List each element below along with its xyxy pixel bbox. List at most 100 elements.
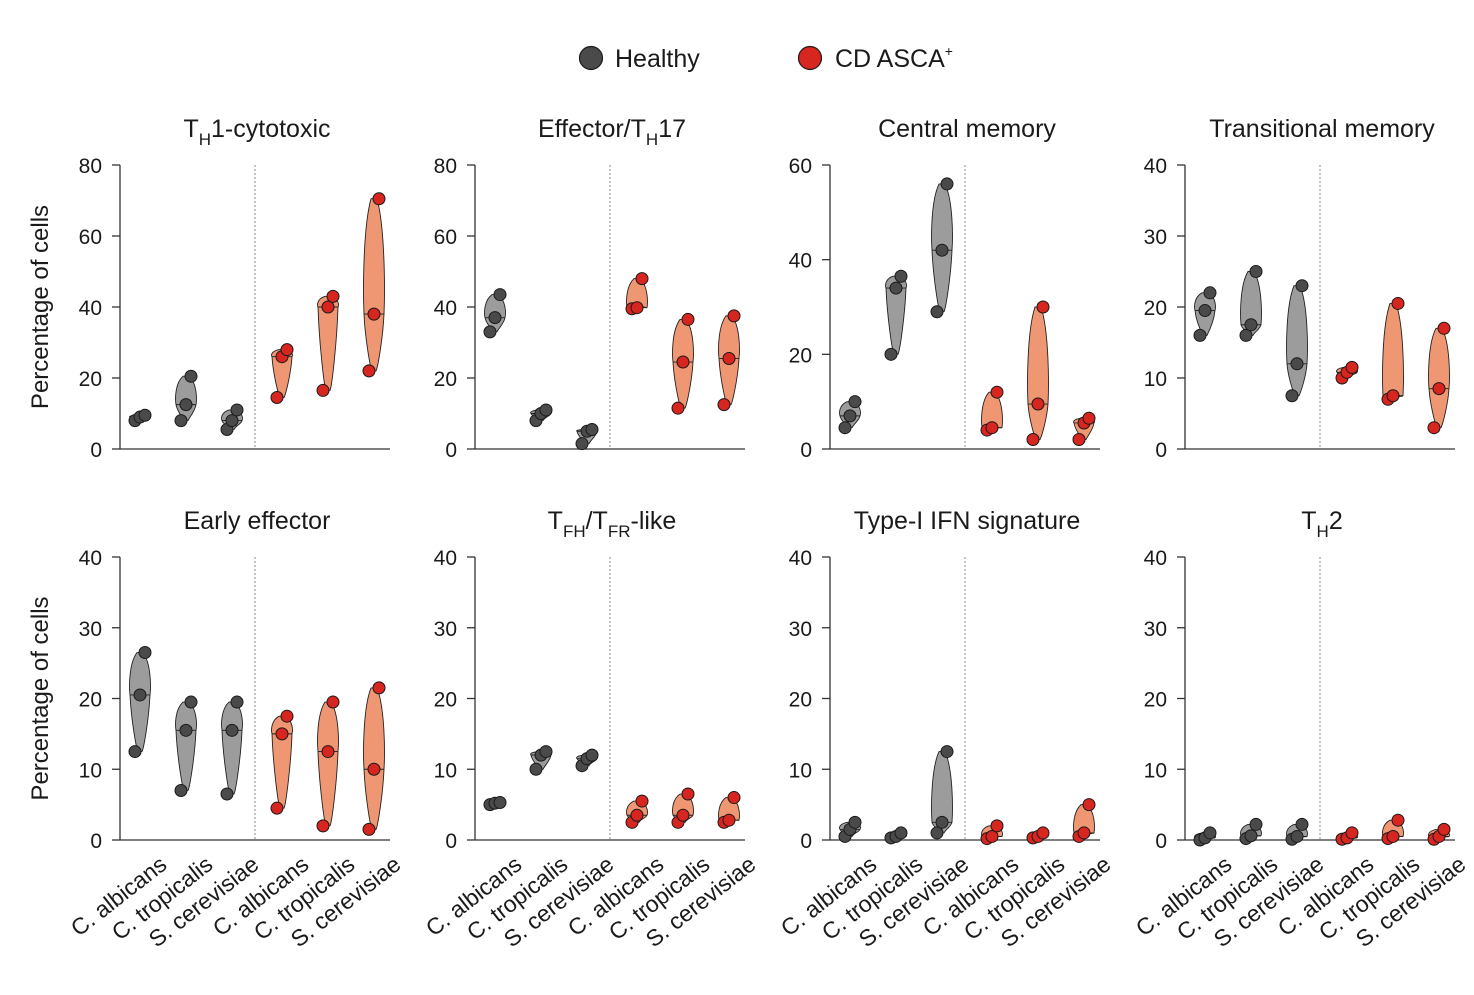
data-point: [1427, 421, 1441, 435]
y-tick-label: 0: [1155, 830, 1167, 853]
data-point: [889, 281, 903, 295]
y-tick-label: 80: [434, 155, 457, 178]
data-point: [1244, 318, 1258, 332]
data-point: [128, 745, 142, 759]
panel-title-main: Transitional memory: [1209, 115, 1435, 143]
panel-title-sub: H: [199, 130, 211, 149]
data-point: [174, 783, 188, 797]
data-point: [990, 385, 1004, 399]
data-point: [367, 307, 381, 321]
data-point: [225, 414, 239, 428]
data-point: [529, 762, 543, 776]
data-point: [367, 762, 381, 776]
panel-1: TH1-cytotoxic 0 20 40 60 80 Percentage of cell…: [27, 115, 390, 462]
data-point: [1437, 321, 1451, 335]
panel-title: TH2: [1301, 507, 1342, 541]
panel-title: Early effector: [184, 507, 331, 535]
data-point: [133, 688, 147, 702]
data-point: [1386, 829, 1400, 843]
data-point: [1031, 397, 1045, 411]
data-point: [1036, 300, 1050, 314]
data-point: [1437, 822, 1451, 836]
data-point: [316, 819, 330, 833]
data-point: [630, 808, 644, 822]
y-tick-label: 80: [79, 155, 102, 178]
data-point: [1386, 389, 1400, 403]
data-point: [985, 421, 999, 435]
panel-title-main: T: [183, 115, 198, 143]
panel-title-rest2: -like: [631, 507, 677, 535]
violin: [885, 275, 907, 355]
y-tick-label: 20: [434, 689, 457, 712]
violin: [1428, 327, 1450, 429]
panel-title: Type-I IFN signature: [854, 507, 1080, 535]
data-point: [179, 398, 193, 412]
y-tick-label: 40: [434, 297, 457, 320]
data-point: [362, 822, 376, 836]
y-tick-label: 60: [789, 155, 812, 178]
legend-healthy-label: Healthy: [615, 45, 700, 73]
data-point: [676, 355, 690, 369]
data-point: [894, 269, 908, 283]
data-point: [1026, 433, 1040, 447]
data-point: [1391, 296, 1405, 310]
violin: [363, 687, 385, 830]
legend-cd-label-text: CD ASCA: [835, 45, 945, 73]
panel-title: TFH/TFR-like: [548, 507, 677, 541]
panel-5: Early effector 0 10 20 30 40 Percentage of cel…: [27, 507, 405, 952]
data-point: [575, 437, 589, 451]
data-point: [727, 309, 741, 323]
panel-title-sub: H: [646, 130, 658, 149]
panel-title: Central memory: [878, 115, 1056, 143]
data-point: [1290, 829, 1304, 843]
data-point: [1082, 798, 1096, 812]
y-tick-label: 0: [800, 439, 812, 462]
y-tick-label: 30: [1144, 618, 1167, 641]
y-tick-label: 10: [1144, 759, 1167, 782]
data-point: [270, 801, 284, 815]
data-point: [1290, 357, 1304, 371]
data-point: [1198, 304, 1212, 318]
data-point: [1391, 813, 1405, 827]
y-tick-label: 30: [434, 618, 457, 641]
y-tick-label: 0: [1155, 439, 1167, 462]
y-tick-label: 20: [434, 368, 457, 391]
violin: [931, 751, 953, 834]
violin: [271, 715, 293, 809]
data-point: [493, 288, 507, 302]
y-tick-label: 40: [79, 297, 102, 320]
y-tick-label: 40: [789, 250, 812, 273]
data-point: [681, 787, 695, 801]
panel-title-sub: H: [1317, 522, 1329, 541]
legend-cd-marker: [797, 45, 823, 71]
data-point: [488, 311, 502, 325]
y-tick-label: 40: [434, 547, 457, 570]
panel-title-rest: /T: [586, 507, 608, 535]
data-point: [1077, 826, 1091, 840]
panel-title: Effector/TH17: [538, 115, 686, 149]
data-point: [493, 796, 507, 810]
y-tick-label: 20: [79, 689, 102, 712]
y-tick-label: 40: [79, 547, 102, 570]
data-point: [230, 695, 244, 709]
y-axis-label: Percentage of cells: [27, 596, 54, 800]
data-point: [225, 723, 239, 737]
data-point: [1249, 817, 1263, 831]
legend-cd-label: CD ASCA+: [835, 43, 953, 73]
y-tick-label: 20: [79, 368, 102, 391]
violin: [1240, 271, 1262, 336]
data-point: [940, 745, 954, 759]
data-point: [722, 813, 736, 827]
y-tick-label: 10: [79, 759, 102, 782]
data-point: [930, 305, 944, 319]
data-point: [280, 343, 294, 357]
y-tick-label: 30: [789, 618, 812, 641]
panel-3: Central memory 0 20 40 60: [789, 115, 1100, 462]
y-tick-label: 40: [1144, 155, 1167, 178]
panel-title-sub: FH: [563, 522, 586, 541]
data-point: [990, 819, 1004, 833]
y-tick-label: 10: [789, 759, 812, 782]
